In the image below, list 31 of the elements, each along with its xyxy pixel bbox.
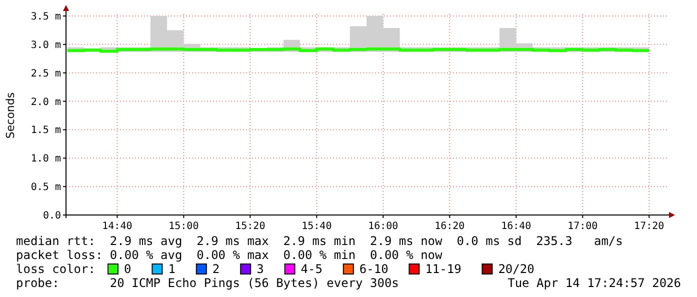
x-tick-label: 16:00 — [368, 221, 398, 232]
legend-label: 1 — [168, 262, 176, 276]
x-tick-label: 15:40 — [302, 221, 332, 232]
legend-title: loss color: — [16, 262, 96, 276]
y-tick-label: 2.5 m — [30, 68, 61, 80]
y-tick-label: 3.0 m — [30, 40, 61, 51]
text: packet loss: 0.00 % avg 0.00 % max 0.00 % min 0.00 % now — [16, 248, 444, 262]
legend-label: 4-5 — [300, 262, 322, 276]
y-tick-label: 1.5 m — [30, 125, 61, 136]
y-tick-label: 0.0 — [42, 210, 61, 222]
text: median rtt: 2.9 ms avg 2.9 ms max 2.9 ms min 2.9 ms now 0.0 ms sd 235.3 am/s — [16, 234, 623, 248]
legend-label: 20/20 — [498, 262, 534, 276]
y-tick-label: 0.5 m — [30, 182, 61, 194]
legend-label: 0 — [124, 262, 132, 276]
legend-label: 3 — [256, 262, 264, 276]
y-tick-label: 1.0 m — [30, 154, 61, 165]
x-tick-label: 14:40 — [102, 221, 132, 232]
legend-label: 2 — [212, 262, 220, 276]
x-tick-label: 17:20 — [634, 221, 664, 232]
text: Tue Apr 14 17:24:57 2026 — [508, 276, 681, 290]
x-tick-label: 15:00 — [168, 221, 199, 232]
x-tick-label: 17:00 — [568, 221, 598, 232]
y-tick-label: 2.0 m — [30, 96, 61, 108]
x-tick-label: 16:20 — [434, 221, 465, 232]
legend-label: 6-10 — [359, 262, 388, 276]
x-tick-label: 15:20 — [235, 221, 266, 232]
y-tick-label: 3.5 m — [30, 12, 61, 22]
y-axis-title: Seconds — [4, 92, 17, 139]
x-tick-label: 16:40 — [501, 221, 532, 232]
legend-label: 11-19 — [425, 262, 462, 276]
text: probe: 20 ICMP Echo Pings (56 Bytes) every 300s — [16, 276, 399, 290]
